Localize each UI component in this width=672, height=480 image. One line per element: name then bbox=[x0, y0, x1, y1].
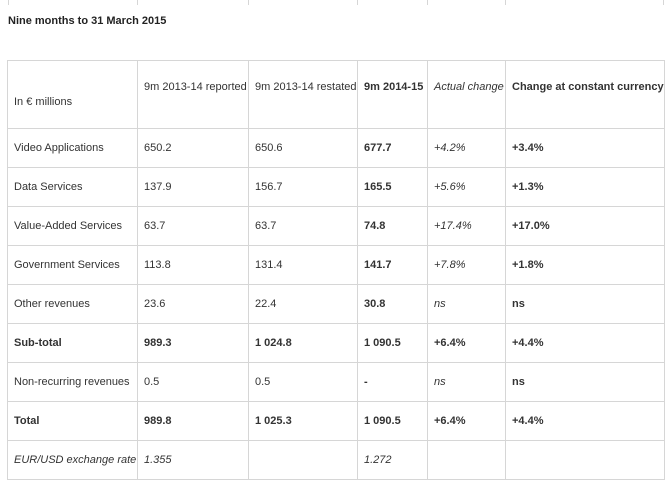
cell-restated: 1 025.3 bbox=[248, 401, 358, 441]
cell-constant-change: +1.8% bbox=[505, 245, 665, 285]
subtotal-row: Sub-total 989.3 1 024.8 1 090.5 +6.4% +4… bbox=[7, 323, 665, 363]
header-cell-reported: 9m 2013-14 reported bbox=[137, 60, 249, 129]
cell-constant-change bbox=[505, 440, 665, 480]
row-label: Value-Added Services bbox=[7, 206, 138, 246]
header-row: In € millions 9m 2013-14 reported 9m 201… bbox=[7, 60, 665, 129]
cell-actual-change: +17.4% bbox=[427, 206, 506, 246]
cell-current: 141.7 bbox=[357, 245, 428, 285]
cell-reported: 989.8 bbox=[137, 401, 249, 441]
table-row: Non-recurring revenues 0.5 0.5 - ns ns bbox=[7, 362, 665, 402]
table-row: Value-Added Services 63.7 63.7 74.8 +17.… bbox=[7, 206, 665, 246]
row-label: Sub-total bbox=[7, 323, 138, 363]
cell-reported: 137.9 bbox=[137, 167, 249, 207]
cell-restated: 131.4 bbox=[248, 245, 358, 285]
cell-restated: 156.7 bbox=[248, 167, 358, 207]
cell-actual-change: ns bbox=[427, 284, 506, 324]
cell-restated: 63.7 bbox=[248, 206, 358, 246]
total-row: Total 989.8 1 025.3 1 090.5 +6.4% +4.4% bbox=[7, 401, 665, 441]
cell-actual-change: +6.4% bbox=[427, 323, 506, 363]
cell-actual-change bbox=[427, 440, 506, 480]
row-label: Total bbox=[7, 401, 138, 441]
table-row: Video Applications 650.2 650.6 677.7 +4.… bbox=[7, 128, 665, 168]
revenue-table: In € millions 9m 2013-14 reported 9m 201… bbox=[7, 60, 665, 480]
header-cell-current: 9m 2014-15 bbox=[357, 60, 428, 129]
top-table-edge bbox=[8, 0, 664, 5]
cell-constant-change: +1.3% bbox=[505, 167, 665, 207]
cell-current: 1.272 bbox=[357, 440, 428, 480]
row-label: Data Services bbox=[7, 167, 138, 207]
cell-current: 165.5 bbox=[357, 167, 428, 207]
cell-restated: 650.6 bbox=[248, 128, 358, 168]
cell-current: - bbox=[357, 362, 428, 402]
row-label: Non-recurring revenues bbox=[7, 362, 138, 402]
cell-actual-change: +5.6% bbox=[427, 167, 506, 207]
table-row: Other revenues 23.6 22.4 30.8 ns ns bbox=[7, 284, 665, 324]
cell-restated: 0.5 bbox=[248, 362, 358, 402]
cell-constant-change: +3.4% bbox=[505, 128, 665, 168]
cell-constant-change: +4.4% bbox=[505, 323, 665, 363]
cell-reported: 650.2 bbox=[137, 128, 249, 168]
cell-current: 1 090.5 bbox=[357, 401, 428, 441]
cell-actual-change: +7.8% bbox=[427, 245, 506, 285]
cell-restated bbox=[248, 440, 358, 480]
cell-restated: 22.4 bbox=[248, 284, 358, 324]
cell-reported: 23.6 bbox=[137, 284, 249, 324]
cell-restated: 1 024.8 bbox=[248, 323, 358, 363]
cell-constant-change: +17.0% bbox=[505, 206, 665, 246]
cell-actual-change: +4.2% bbox=[427, 128, 506, 168]
cell-constant-change: ns bbox=[505, 362, 665, 402]
table-row: Data Services 137.9 156.7 165.5 +5.6% +1… bbox=[7, 167, 665, 207]
cell-reported: 113.8 bbox=[137, 245, 249, 285]
cell-reported: 989.3 bbox=[137, 323, 249, 363]
cell-reported: 1.355 bbox=[137, 440, 249, 480]
cell-actual-change: +6.4% bbox=[427, 401, 506, 441]
cell-current: 1 090.5 bbox=[357, 323, 428, 363]
cell-current: 677.7 bbox=[357, 128, 428, 168]
cell-current: 30.8 bbox=[357, 284, 428, 324]
header-cell-constant-currency: Change at constant currency bbox=[505, 60, 665, 129]
cell-current: 74.8 bbox=[357, 206, 428, 246]
table-row: Government Services 113.8 131.4 141.7 +7… bbox=[7, 245, 665, 285]
row-label: EUR/USD exchange rate bbox=[7, 440, 138, 480]
header-cell-actual-change: Actual change bbox=[427, 60, 506, 129]
row-label: Government Services bbox=[7, 245, 138, 285]
cell-constant-change: +4.4% bbox=[505, 401, 665, 441]
cell-reported: 63.7 bbox=[137, 206, 249, 246]
cell-constant-change: ns bbox=[505, 284, 665, 324]
cell-actual-change: ns bbox=[427, 362, 506, 402]
header-cell-restated: 9m 2013-14 restated bbox=[248, 60, 358, 129]
row-label: Other revenues bbox=[7, 284, 138, 324]
cell-reported: 0.5 bbox=[137, 362, 249, 402]
header-cell-unit: In € millions bbox=[7, 60, 138, 129]
exchange-rate-row: EUR/USD exchange rate 1.355 1.272 bbox=[7, 440, 665, 480]
row-label: Video Applications bbox=[7, 128, 138, 168]
section-title: Nine months to 31 March 2015 bbox=[8, 15, 167, 27]
